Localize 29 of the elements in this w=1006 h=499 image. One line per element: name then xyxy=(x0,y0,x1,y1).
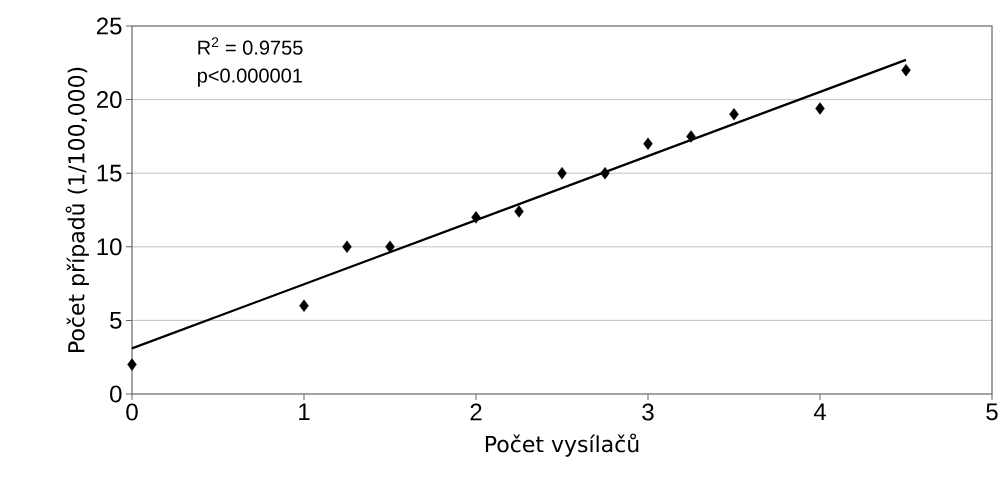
point xyxy=(385,240,395,253)
point xyxy=(643,137,653,150)
x-tick-label: 1 xyxy=(299,403,310,421)
y-tick-label: 25 xyxy=(96,17,122,35)
point xyxy=(901,63,911,77)
y-tick-label: 10 xyxy=(97,238,122,256)
point xyxy=(815,102,825,115)
x-tick-label: 2 xyxy=(470,403,482,421)
y-tick-label: 0 xyxy=(110,385,122,403)
y-axis-title: Počet případů (1/100,000) xyxy=(65,67,89,352)
point xyxy=(471,211,481,224)
y-tick-label: 15 xyxy=(97,164,122,182)
x-tick-label: 5 xyxy=(986,403,998,421)
y-tick-label: 5 xyxy=(110,312,122,329)
x-tick-label: 0 xyxy=(126,403,138,421)
point xyxy=(514,205,524,218)
annotation: R$^{2}$ = 0.9755 xyxy=(198,37,303,55)
point xyxy=(127,358,137,371)
point xyxy=(342,240,352,253)
x-tick-label: 3 xyxy=(642,403,654,421)
annotation: p<0.000001 xyxy=(197,68,302,87)
point xyxy=(729,108,739,121)
y-tick-label: 20 xyxy=(96,91,122,109)
x-axis-title: Počet vysílačů xyxy=(485,433,639,457)
point xyxy=(686,130,696,143)
x-tick-label: 4 xyxy=(813,403,826,421)
point xyxy=(600,167,610,180)
point xyxy=(299,299,309,312)
point xyxy=(557,167,567,180)
